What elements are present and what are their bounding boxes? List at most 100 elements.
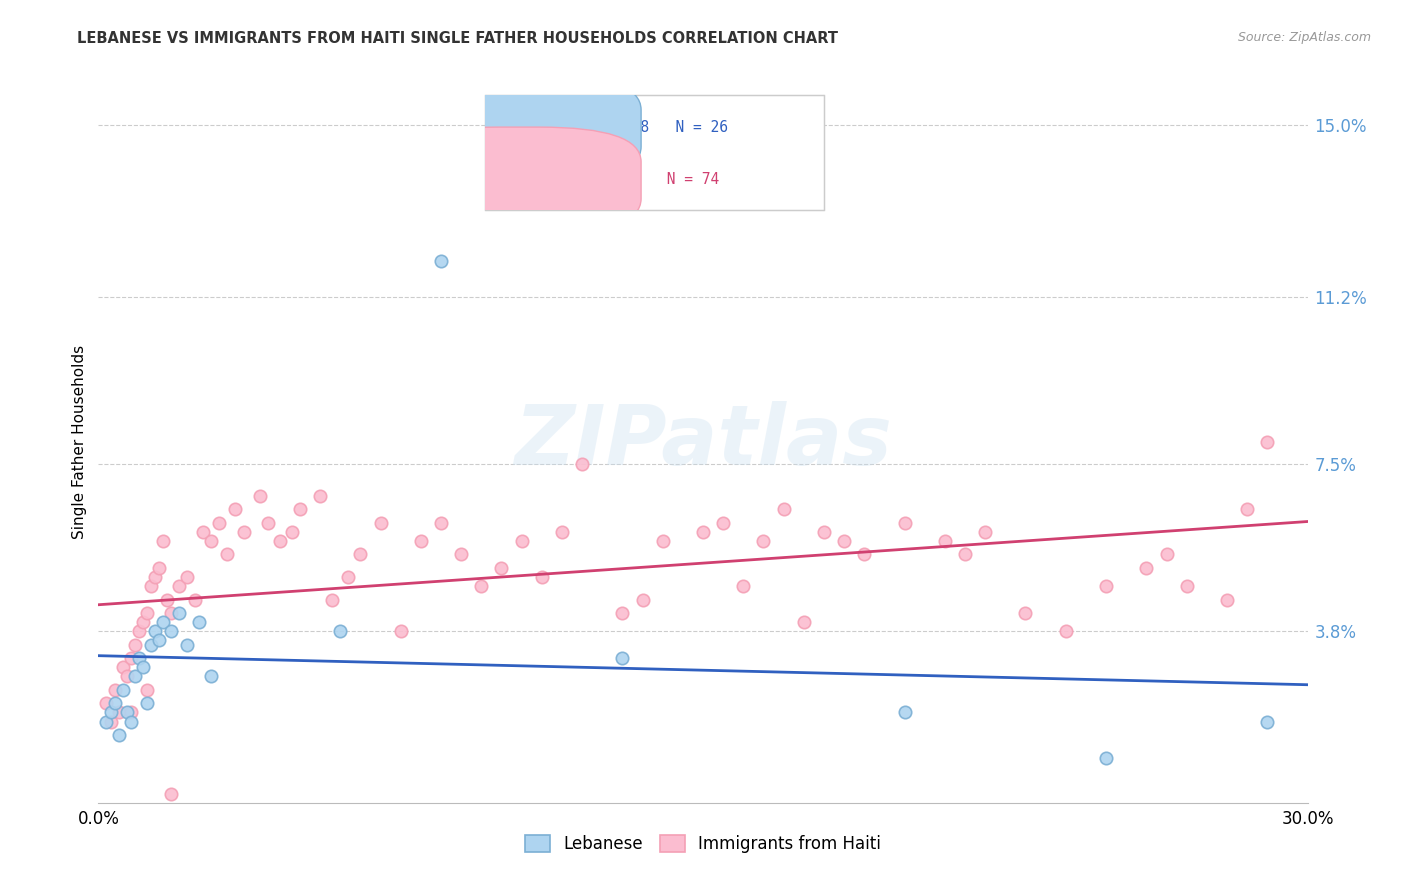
Point xyxy=(217,548,239,562)
Point xyxy=(1095,750,1118,764)
Point xyxy=(100,714,122,729)
Point xyxy=(120,706,142,720)
Point xyxy=(409,533,432,548)
Point xyxy=(813,524,835,539)
Point xyxy=(200,533,222,548)
Point xyxy=(232,524,254,539)
Point xyxy=(389,624,412,639)
Point xyxy=(208,516,231,530)
Point xyxy=(132,660,155,674)
Point xyxy=(1156,548,1178,562)
Point xyxy=(571,457,593,471)
Text: LEBANESE VS IMMIGRANTS FROM HAITI SINGLE FATHER HOUSEHOLDS CORRELATION CHART: LEBANESE VS IMMIGRANTS FROM HAITI SINGLE… xyxy=(77,31,838,46)
Text: ZIPatlas: ZIPatlas xyxy=(515,401,891,482)
Point xyxy=(651,533,673,548)
Point xyxy=(103,697,125,711)
Point xyxy=(135,682,157,697)
Point xyxy=(115,669,138,683)
Point xyxy=(752,533,775,548)
Point xyxy=(107,706,129,720)
Point xyxy=(103,682,125,697)
Point xyxy=(152,615,174,630)
Point xyxy=(733,579,755,593)
Point xyxy=(160,606,183,620)
Point xyxy=(139,579,162,593)
Point xyxy=(321,592,343,607)
Point xyxy=(711,516,734,530)
Point xyxy=(111,660,134,674)
Point xyxy=(1135,561,1157,575)
Point xyxy=(1054,624,1077,639)
Point xyxy=(793,615,815,630)
Point xyxy=(160,787,183,801)
Point xyxy=(370,516,392,530)
Point xyxy=(974,524,997,539)
Point xyxy=(224,502,246,516)
Point xyxy=(115,706,138,720)
Y-axis label: Single Father Households: Single Father Households xyxy=(72,344,87,539)
Point xyxy=(135,606,157,620)
Point xyxy=(612,606,634,620)
Point xyxy=(510,533,533,548)
Point xyxy=(953,548,976,562)
Point xyxy=(128,624,150,639)
Point xyxy=(156,592,179,607)
Point xyxy=(135,697,157,711)
Point xyxy=(132,615,155,630)
Point xyxy=(1256,714,1278,729)
Point xyxy=(631,592,654,607)
Point xyxy=(96,697,118,711)
Point xyxy=(269,533,291,548)
Point xyxy=(176,570,198,584)
Point xyxy=(853,548,876,562)
Point xyxy=(111,682,134,697)
Point xyxy=(1216,592,1239,607)
Point xyxy=(612,651,634,665)
Point xyxy=(107,728,129,742)
Point xyxy=(124,638,146,652)
Point xyxy=(148,633,170,648)
Point xyxy=(1095,579,1118,593)
Point xyxy=(193,524,215,539)
Point xyxy=(176,638,198,652)
Point xyxy=(1236,502,1258,516)
Point xyxy=(530,570,553,584)
Point xyxy=(256,516,278,530)
Point xyxy=(934,533,956,548)
Point xyxy=(143,570,166,584)
Point xyxy=(430,516,453,530)
Point xyxy=(249,489,271,503)
Point xyxy=(148,561,170,575)
Point xyxy=(167,606,190,620)
Point xyxy=(430,253,453,268)
Point xyxy=(281,524,304,539)
Point xyxy=(349,548,371,562)
Point xyxy=(167,579,190,593)
Point xyxy=(1014,606,1036,620)
Point xyxy=(143,624,166,639)
Point xyxy=(470,579,492,593)
Point xyxy=(200,669,222,683)
Point xyxy=(139,638,162,652)
Point xyxy=(692,524,714,539)
Point xyxy=(337,570,360,584)
Point xyxy=(152,533,174,548)
Point xyxy=(96,714,118,729)
Point xyxy=(128,651,150,665)
Point xyxy=(120,651,142,665)
Point xyxy=(772,502,794,516)
Point xyxy=(188,615,211,630)
Point xyxy=(491,561,513,575)
Point xyxy=(551,524,574,539)
Text: Source: ZipAtlas.com: Source: ZipAtlas.com xyxy=(1237,31,1371,45)
Point xyxy=(832,533,855,548)
Point xyxy=(1256,434,1278,449)
Point xyxy=(124,669,146,683)
Point xyxy=(893,516,915,530)
Point xyxy=(160,624,183,639)
Point xyxy=(309,489,332,503)
Point xyxy=(120,714,142,729)
Point xyxy=(184,592,207,607)
Point xyxy=(450,548,472,562)
Legend: Lebanese, Immigrants from Haiti: Lebanese, Immigrants from Haiti xyxy=(519,828,887,860)
